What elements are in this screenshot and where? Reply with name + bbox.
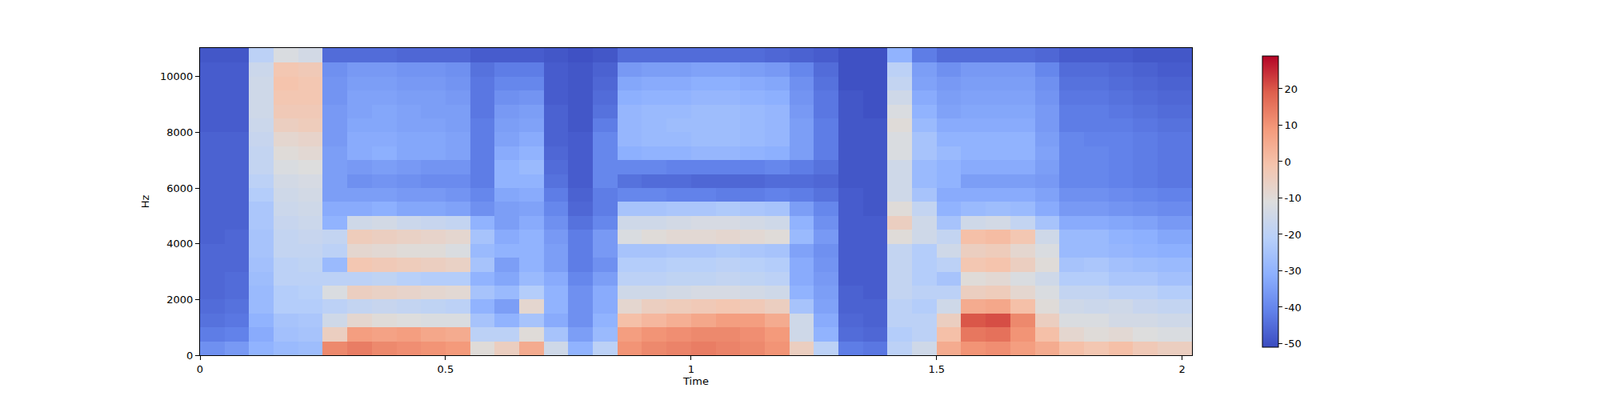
svg-text:20: 20 [1284, 83, 1299, 96]
svg-text:4000: 4000 [166, 237, 193, 250]
svg-text:2000: 2000 [166, 293, 193, 306]
svg-text:0: 0 [196, 363, 204, 376]
svg-text:-10: -10 [1284, 192, 1302, 204]
svg-text:1.5: 1.5 [928, 363, 945, 376]
svg-text:1: 1 [688, 363, 695, 376]
svg-text:0: 0 [1284, 156, 1292, 168]
svg-text:6000: 6000 [166, 182, 193, 195]
svg-text:10000: 10000 [160, 70, 193, 83]
svg-text:-50: -50 [1284, 337, 1302, 350]
svg-text:Time: Time [682, 375, 709, 388]
svg-text:-30: -30 [1284, 264, 1302, 277]
svg-text:2: 2 [1179, 363, 1186, 376]
svg-text:0.5: 0.5 [437, 363, 455, 376]
svg-text:Hz: Hz [139, 195, 152, 209]
svg-text:-40: -40 [1284, 301, 1302, 314]
svg-text:8000: 8000 [166, 126, 193, 139]
svg-text:10: 10 [1284, 119, 1299, 132]
svg-text:-20: -20 [1284, 228, 1302, 241]
svg-text:0: 0 [186, 349, 193, 362]
